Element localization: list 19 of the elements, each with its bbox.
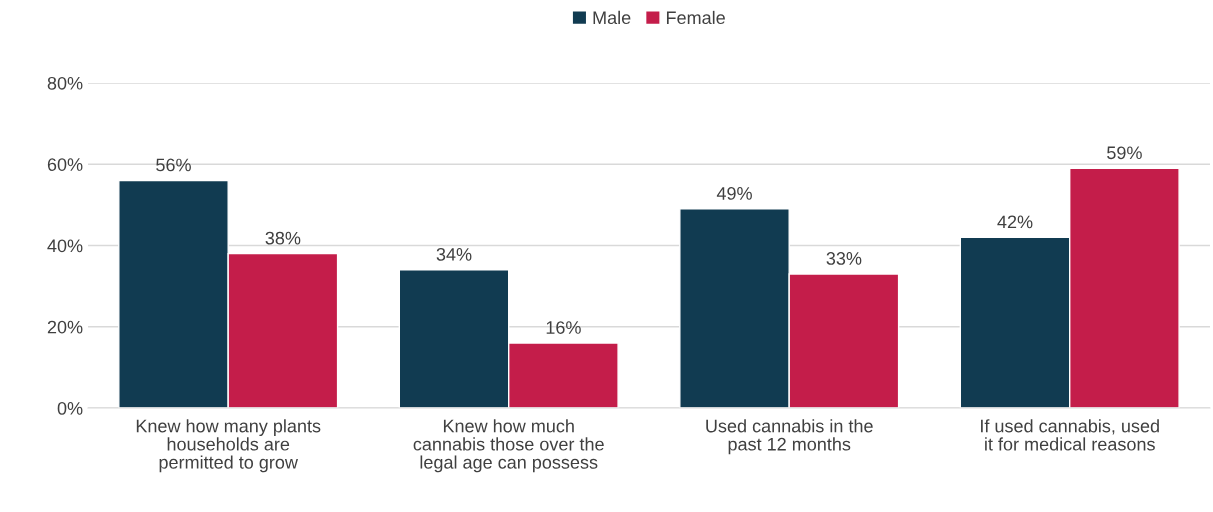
data-label: 34%: [436, 247, 472, 261]
data-label: 16%: [546, 321, 581, 334]
data-label: 56%: [156, 158, 191, 172]
y-tick-label: 60%: [47, 158, 83, 171]
data-label: 49%: [716, 187, 752, 200]
y-tick-label: 20%: [47, 320, 83, 334]
x-tick-label: Knew how much cannabis those over the legal age can possess: [413, 419, 604, 473]
data-label: 59%: [1107, 146, 1142, 160]
legend-label: Male: [593, 10, 631, 25]
legend-label: Female: [666, 10, 725, 25]
x-tick-label: Knew how many plants households are permitted to grow: [136, 419, 321, 473]
data-label: 42%: [997, 215, 1033, 229]
y-tick-label: 80%: [47, 76, 83, 90]
x-tick-label: If used cannabis, used it for medical reasons: [981, 419, 1159, 451]
y-tick-label: 0%: [57, 402, 83, 415]
x-tick-label: Used cannabis in the past 12 months: [706, 419, 873, 455]
y-tick-label: 40%: [47, 239, 83, 253]
data-label: 33%: [826, 252, 862, 265]
data-label: 38%: [265, 231, 301, 245]
